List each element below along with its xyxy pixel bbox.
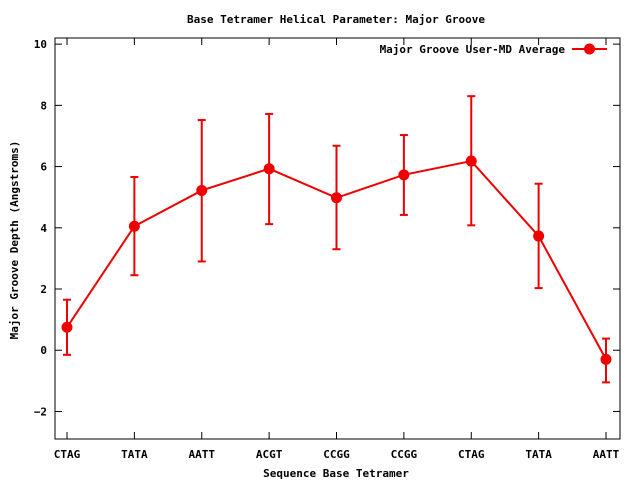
x-tick-label: CTAG — [54, 448, 81, 461]
y-axis-label: Major Groove Depth (Angstroms) — [8, 141, 21, 340]
legend: Major Groove User-MD Average — [380, 43, 607, 56]
x-tick-label: CCGG — [391, 448, 418, 461]
data-point — [196, 184, 208, 196]
chart-title: Base Tetramer Helical Parameter: Major G… — [187, 13, 485, 26]
x-tick-label: ACGT — [256, 448, 283, 461]
x-tick-label: AATT — [189, 448, 216, 461]
y-tick-label: 0 — [40, 344, 47, 357]
y-tick-label: 2 — [40, 283, 47, 296]
data-point — [128, 220, 140, 232]
series-layer — [61, 95, 612, 384]
x-axis-label: Sequence Base Tetramer — [263, 467, 409, 480]
data-point — [263, 163, 275, 175]
legend-marker — [584, 43, 595, 55]
y-tick-label: 10 — [34, 38, 47, 51]
y-tick-label: 4 — [40, 222, 47, 235]
data-point — [61, 321, 73, 333]
data-point — [331, 192, 342, 204]
data-point — [398, 169, 410, 181]
data-point — [533, 230, 545, 242]
y-tick-label: 6 — [40, 161, 47, 174]
data-point — [465, 155, 477, 167]
legend-label: Major Groove User-MD Average — [380, 43, 566, 56]
x-tick-label: CTAG — [458, 448, 485, 461]
y-tick-label: 8 — [40, 99, 47, 112]
x-tick-label: TATA — [121, 448, 148, 461]
x-tick-label: TATA — [525, 448, 552, 461]
x-tick-label: CCGG — [323, 448, 350, 461]
y-tick-label: −2 — [34, 405, 47, 418]
x-tick-label: AATT — [593, 448, 620, 461]
data-point — [600, 353, 612, 365]
axis-ticks: −2 0 2 4 6 8 10 CTAG TATA AATT ACGT CCGG CCGG CTAG TAT… — [34, 38, 620, 461]
plot-frame — [54, 37, 621, 440]
